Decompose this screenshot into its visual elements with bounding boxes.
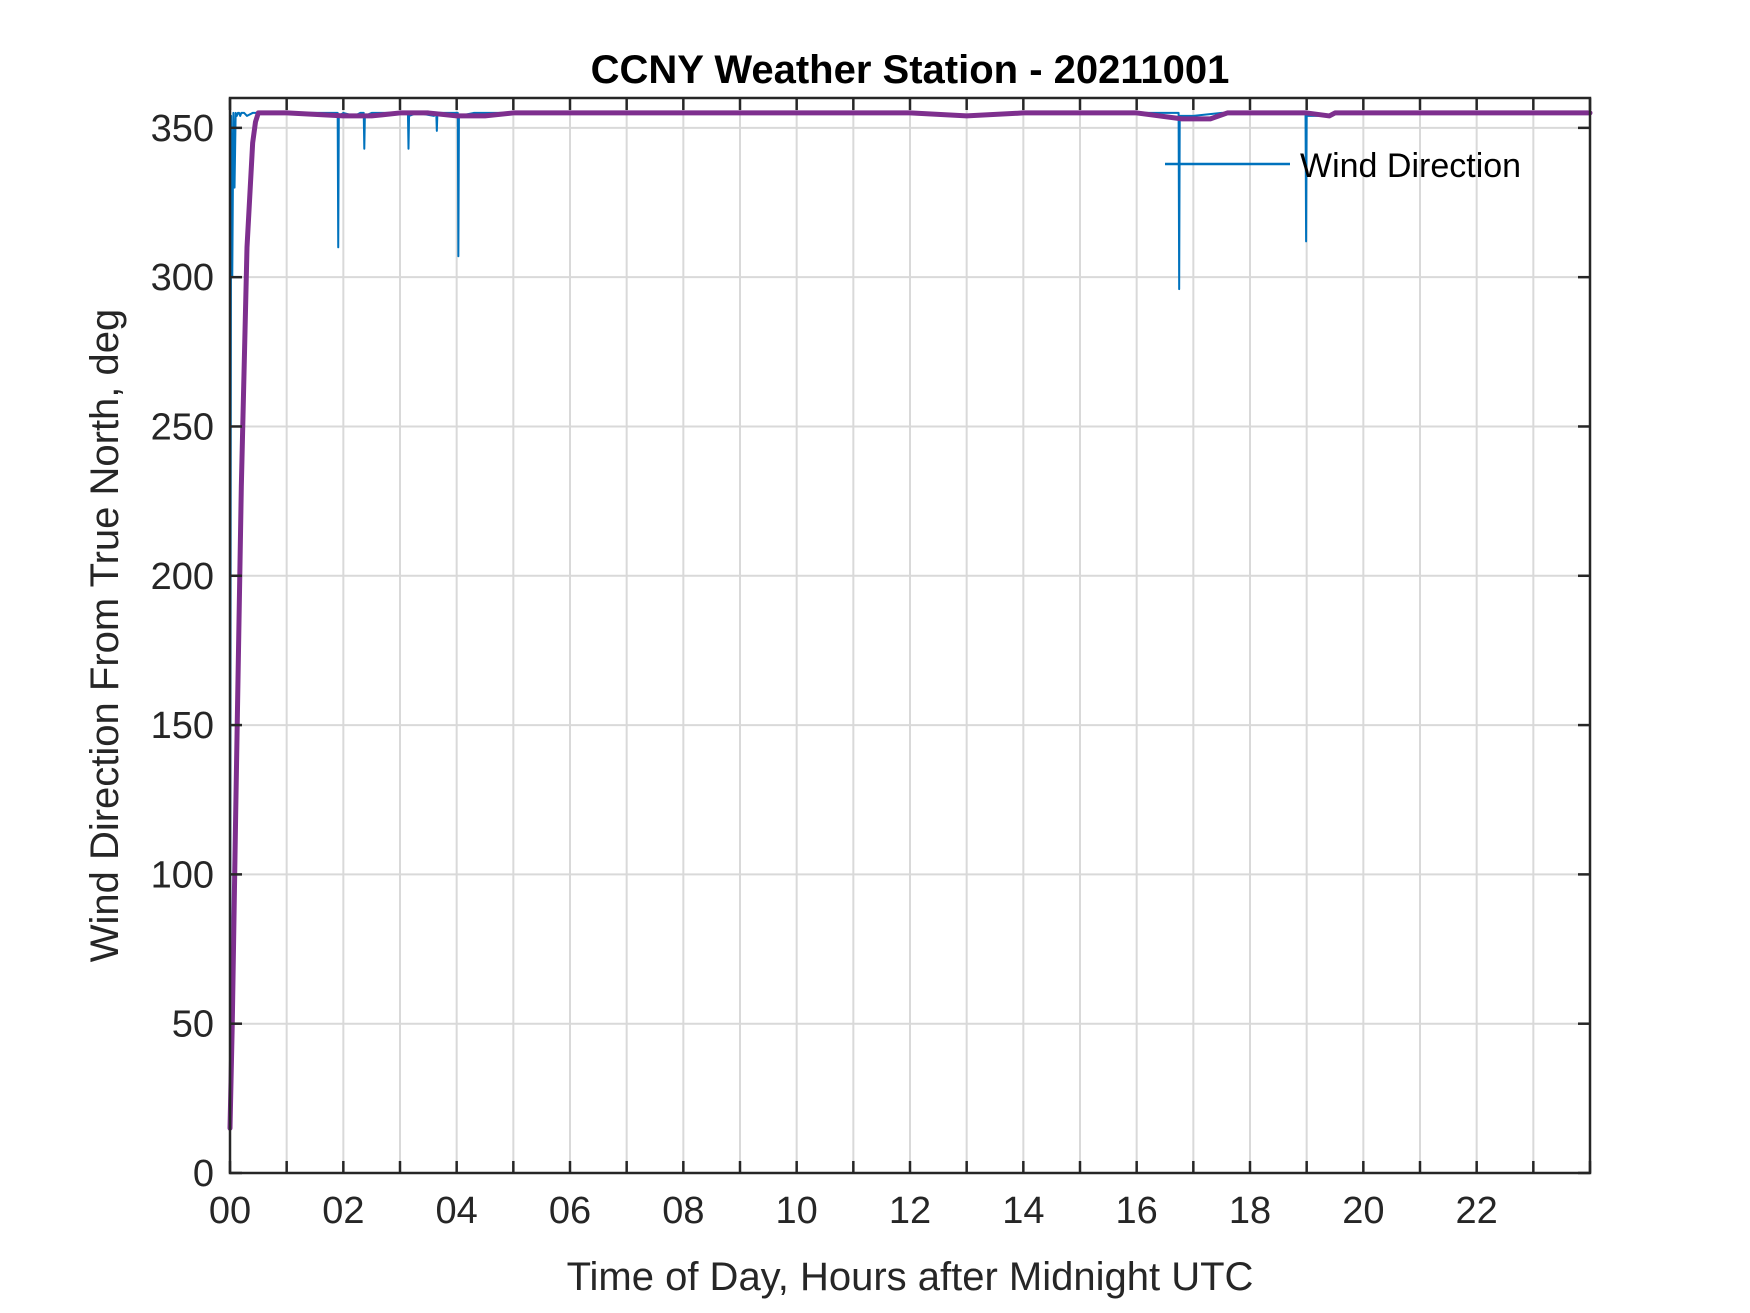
- x-tick-label: 08: [662, 1190, 704, 1232]
- y-tick-labels: 0 50 100 150 200 250 300 350: [151, 108, 214, 1195]
- x-tick-label: 14: [1002, 1190, 1044, 1232]
- x-tick-labels: 00 02 04 06 08 10 12 14 16 18 20 22: [209, 1190, 1498, 1232]
- y-tick-label: 150: [151, 705, 214, 747]
- plot-area: [227, 110, 1593, 1131]
- x-tick-label: 00: [209, 1190, 251, 1232]
- y-tick-label: 50: [172, 1004, 214, 1046]
- series-line-smoothed: [227, 110, 1593, 1131]
- legend-label-wind-direction: Wind Direction: [1300, 147, 1521, 185]
- y-axis-label: Wind Direction From True North, deg: [83, 309, 127, 963]
- x-tick-label: 20: [1342, 1190, 1384, 1232]
- y-tick-label: 350: [151, 108, 214, 150]
- axes-box: [228, 96, 1592, 1175]
- x-tick-label: 12: [889, 1190, 931, 1232]
- x-tick-label: 02: [322, 1190, 364, 1232]
- y-tick-label: 100: [151, 854, 214, 896]
- x-tick-label: 04: [436, 1190, 478, 1232]
- x-tick-label: 06: [549, 1190, 591, 1232]
- x-tick-label: 16: [1116, 1190, 1158, 1232]
- legend[interactable]: Wind Direction: [1165, 147, 1521, 185]
- x-axis-label: Time of Day, Hours after Midnight UTC: [567, 1255, 1254, 1299]
- y-tick-label: 0: [193, 1153, 214, 1195]
- y-tick-label: 200: [151, 556, 214, 598]
- y-tick-label: 300: [151, 257, 214, 299]
- y-tick-label: 250: [151, 406, 214, 448]
- series-line-wind-direction: [229, 111, 1591, 1115]
- x-tick-label: 18: [1229, 1190, 1271, 1232]
- x-tick-label: 22: [1456, 1190, 1498, 1232]
- chart-title: CCNY Weather Station - 20211001: [591, 48, 1230, 92]
- x-tick-label: 10: [776, 1190, 818, 1232]
- grid: [230, 98, 1590, 1173]
